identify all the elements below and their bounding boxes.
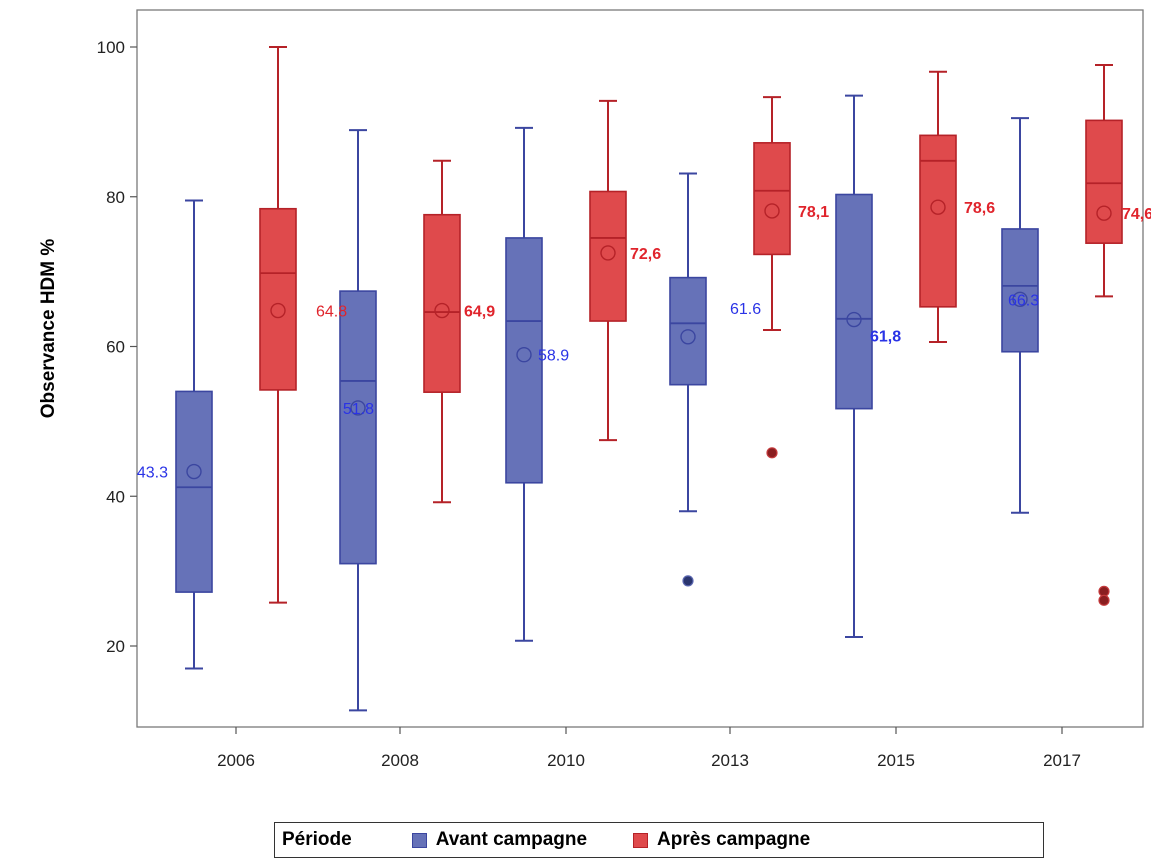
plot-area xyxy=(136,9,1144,728)
box-iqr xyxy=(1001,228,1039,353)
box-avant-2013 xyxy=(669,172,707,587)
box-iqr xyxy=(835,193,873,410)
mean-label: 43.3 xyxy=(137,465,168,482)
mean-label: 58.9 xyxy=(538,348,569,365)
legend-title: Période xyxy=(282,829,352,850)
box-iqr xyxy=(505,237,543,484)
mean-marker xyxy=(600,245,616,261)
box-apres-2017 xyxy=(1085,63,1123,606)
y-tick-label: 60 xyxy=(106,338,125,357)
mean-label: 61.6 xyxy=(730,301,761,318)
box-apres-2008 xyxy=(423,159,461,504)
y-tick-label: 20 xyxy=(106,637,125,656)
mean-label: 61,8 xyxy=(870,329,901,346)
mean-marker xyxy=(270,302,286,319)
x-tick-label: 2017 xyxy=(1043,751,1081,770)
mean-label: 64.8 xyxy=(316,304,347,321)
box-iqr xyxy=(753,142,791,256)
x-tick-label: 2006 xyxy=(217,751,255,770)
outlier-point xyxy=(1098,594,1110,606)
legend-swatch-avant xyxy=(411,832,427,848)
outlier-point xyxy=(682,575,694,587)
box-iqr xyxy=(669,276,707,386)
box-avant-2008 xyxy=(339,129,377,712)
legend-entry-avant: Avant campagne xyxy=(411,829,588,851)
box-avant-2006 xyxy=(175,199,213,670)
outlier-point xyxy=(766,447,778,459)
x-tick-label: 2015 xyxy=(877,751,915,770)
mean-marker xyxy=(764,203,780,219)
mean-marker xyxy=(1012,291,1028,308)
mean-marker xyxy=(1096,205,1112,221)
box-iqr xyxy=(589,190,627,322)
box-apres-2010 xyxy=(589,99,627,442)
box-series xyxy=(175,46,1123,712)
box-avant-2017 xyxy=(1001,117,1039,514)
y-tick-label: 80 xyxy=(106,188,125,207)
box-apres-2006 xyxy=(259,46,297,604)
mean-label: 72,6 xyxy=(630,246,661,263)
x-tick-label: 2013 xyxy=(711,751,749,770)
mean-label: 64,9 xyxy=(464,304,495,321)
box-apres-2013 xyxy=(753,96,791,459)
mean-labels: 43.3 51.8 58.9 61.6 61,8 66.3 64.8 64,9 72,6 78,1… xyxy=(137,200,1151,481)
mean-marker xyxy=(846,311,862,328)
mean-marker xyxy=(516,347,532,363)
box-iqr xyxy=(1085,119,1123,244)
legend-entry-apres: Après campagne xyxy=(633,829,810,851)
box-iqr xyxy=(175,390,213,593)
box-iqr xyxy=(259,207,297,391)
mean-marker xyxy=(680,329,696,345)
y-tick-label: 100 xyxy=(97,38,125,57)
mean-marker xyxy=(434,302,450,319)
box-apres-2015 xyxy=(919,70,957,344)
mean-marker xyxy=(186,463,202,480)
y-axis-label: Observance HDM % xyxy=(38,239,59,419)
y-axis: 20 40 60 80 100 xyxy=(97,38,137,656)
legend-label-avant: Avant campagne xyxy=(435,829,588,850)
x-tick-label: 2008 xyxy=(381,751,419,770)
mean-marker xyxy=(350,400,366,416)
legend: Période Avant campagne Après campagne xyxy=(274,822,1044,858)
legend-label-apres: Après campagne xyxy=(657,829,811,850)
mean-label: 66.3 xyxy=(1008,292,1039,309)
x-tick-label: 2010 xyxy=(547,751,585,770)
plot-border xyxy=(136,9,1144,728)
mean-label: 78,1 xyxy=(798,204,829,221)
box-iqr xyxy=(339,290,377,565)
x-axis: 2006 2008 2010 2013 2015 2017 xyxy=(217,727,1081,770)
box-iqr xyxy=(919,134,957,308)
y-tick-label: 40 xyxy=(106,487,125,506)
box-avant-2010 xyxy=(505,126,543,642)
mean-marker xyxy=(930,199,946,215)
mean-label: 51.8 xyxy=(343,401,374,418)
legend-swatch-apres xyxy=(633,832,649,848)
mean-label: 78,6 xyxy=(964,200,995,217)
box-avant-2015 xyxy=(835,94,873,639)
mean-label: 74,6 xyxy=(1122,206,1151,223)
